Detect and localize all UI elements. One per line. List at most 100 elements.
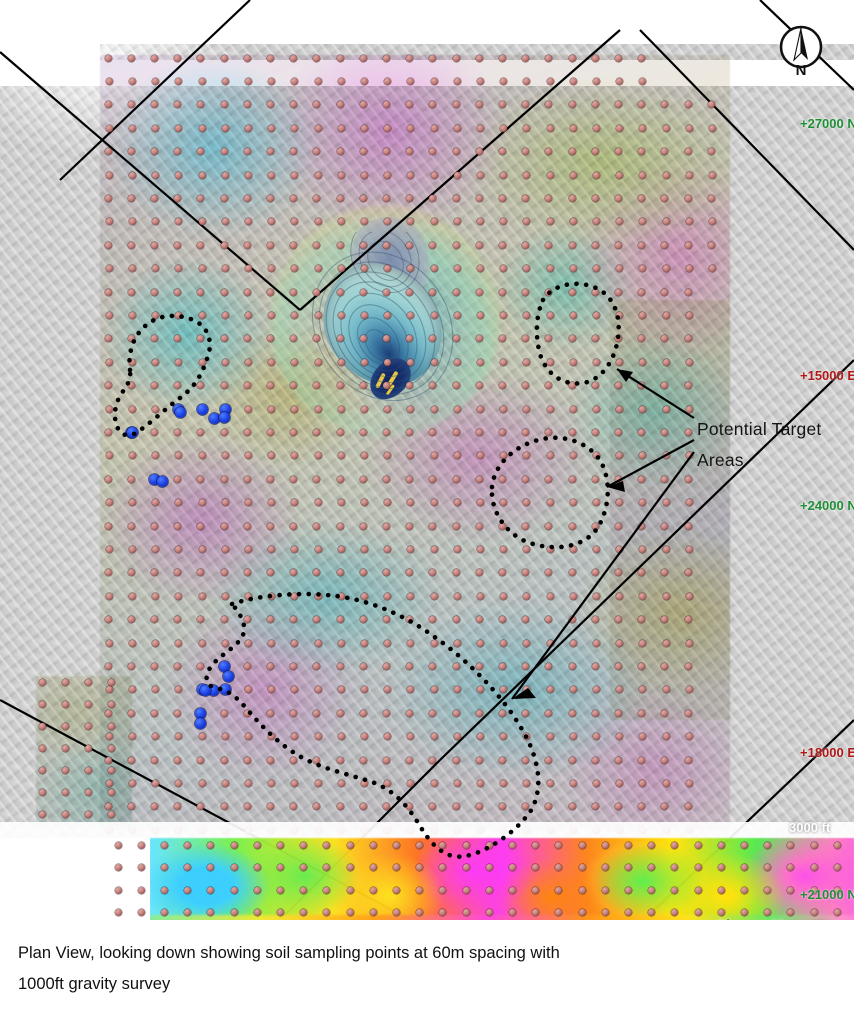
- soil-sample-point: [300, 864, 308, 871]
- soil-sample-point: [369, 841, 377, 849]
- soil-sample-point: [407, 405, 415, 413]
- soil-sample-point: [429, 522, 437, 530]
- soil-sample-point: [591, 382, 599, 390]
- soil-sample-point: [127, 709, 135, 717]
- soil-sample-point: [220, 616, 228, 624]
- soil-sample-point: [475, 288, 483, 296]
- soil-sample-point: [569, 545, 577, 553]
- soil-sample-point: [453, 639, 461, 647]
- soil-sample-point: [268, 124, 276, 132]
- soil-sample-point: [485, 909, 493, 916]
- soil-sample-point: [160, 886, 168, 894]
- soil-sample-point: [616, 265, 624, 273]
- soil-sample-point: [323, 886, 331, 894]
- soil-sample-point: [430, 499, 438, 507]
- soil-sample-point: [382, 475, 390, 483]
- soil-sample-point: [639, 405, 647, 413]
- soil-sample-point: [220, 709, 228, 717]
- soil-sample-point: [220, 194, 228, 202]
- soil-sample-point: [290, 756, 298, 764]
- soil-sample-point: [616, 545, 624, 553]
- soil-sample-point: [522, 803, 530, 811]
- anomalous-soil-sample-point: [148, 473, 160, 485]
- soil-sample-point: [127, 756, 135, 764]
- soil-sample-point: [175, 171, 183, 179]
- soil-sample-point: [221, 311, 229, 319]
- soil-sample-point: [592, 124, 600, 132]
- soil-sample-point: [546, 592, 554, 600]
- soil-sample-point: [429, 756, 437, 764]
- soil-sample-point: [591, 522, 599, 530]
- soil-sample-point: [523, 686, 531, 694]
- soil-sample-point: [268, 733, 276, 741]
- soil-sample-point: [708, 171, 716, 179]
- soil-sample-point: [476, 358, 484, 366]
- soil-sample-point: [291, 77, 299, 85]
- soil-sample-point: [266, 288, 274, 296]
- soil-sample-point: [207, 886, 215, 894]
- soil-sample-point: [384, 311, 392, 319]
- soil-sample-point: [152, 77, 160, 85]
- soil-sample-point: [127, 616, 135, 624]
- soil-sample-point: [198, 218, 206, 226]
- soil-sample-point: [175, 358, 183, 366]
- soil-sample-point: [360, 124, 368, 132]
- soil-sample-point: [243, 335, 251, 343]
- soil-sample-point: [452, 569, 460, 577]
- soil-sample-point: [453, 779, 461, 787]
- soil-sample-point: [616, 405, 624, 413]
- soil-sample-point: [174, 148, 182, 156]
- soil-sample-point: [384, 358, 392, 366]
- soil-sample-point: [150, 382, 158, 390]
- soil-sample-point: [453, 358, 461, 366]
- soil-sample-point: [382, 54, 390, 62]
- soil-sample-point: [578, 841, 586, 849]
- soil-sample-point: [546, 358, 554, 366]
- soil-sample-point: [268, 311, 276, 319]
- soil-sample-point: [406, 522, 414, 530]
- soil-sample-point: [430, 405, 438, 413]
- soil-sample-point: [568, 241, 576, 249]
- soil-sample-point: [453, 265, 461, 273]
- soil-sample-point: [500, 545, 508, 553]
- soil-sample-point: [359, 756, 367, 764]
- soil-sample-point: [522, 335, 530, 343]
- soil-sample-point: [346, 909, 354, 916]
- soil-sample-point: [243, 616, 251, 624]
- soil-sample-point: [498, 662, 506, 670]
- soil-sample-point: [810, 886, 818, 894]
- soil-sample-point: [84, 700, 92, 708]
- soil-sample-point: [429, 428, 437, 436]
- soil-sample-point: [592, 77, 600, 85]
- soil-sample-point: [569, 779, 577, 787]
- soil-sample-point: [244, 405, 252, 413]
- soil-sample-point: [360, 452, 368, 460]
- soil-sample-point: [268, 639, 276, 647]
- soil-sample-point: [220, 803, 228, 811]
- soil-sample-point: [523, 265, 531, 273]
- soil-sample-point: [601, 841, 609, 849]
- soil-sample-point: [614, 662, 622, 670]
- soil-sample-point: [104, 803, 112, 811]
- soil-sample-point: [266, 475, 274, 483]
- soil-sample-point: [382, 616, 390, 624]
- soil-sample-point: [787, 909, 795, 916]
- soil-sample-point: [662, 499, 670, 507]
- soil-sample-point: [616, 311, 624, 319]
- soil-sample-point: [360, 171, 368, 179]
- soil-sample-point: [84, 788, 92, 796]
- soil-sample-point: [336, 522, 344, 530]
- soil-sample-point: [648, 841, 656, 849]
- soil-sample-point: [105, 639, 113, 647]
- soil-sample-point: [221, 639, 229, 647]
- soil-sample-point: [127, 803, 135, 811]
- soil-sample-point: [266, 335, 274, 343]
- soil-sample-point: [545, 522, 553, 530]
- soil-sample-point: [569, 452, 577, 460]
- soil-sample-point: [253, 909, 261, 916]
- soil-sample-point: [639, 639, 647, 647]
- soil-sample-point: [314, 171, 322, 179]
- soil-sample-point: [498, 709, 506, 717]
- soil-sample-point: [475, 522, 483, 530]
- soil-sample-point: [313, 569, 321, 577]
